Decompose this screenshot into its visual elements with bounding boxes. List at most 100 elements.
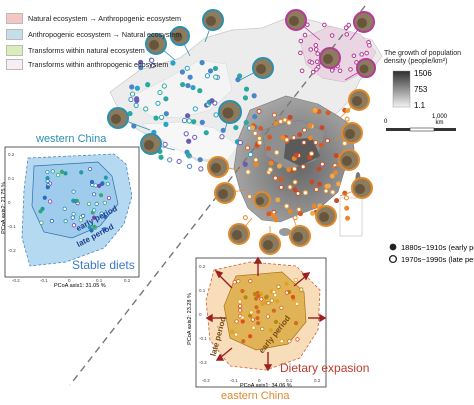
map-site-marker	[207, 68, 214, 74]
map-site-marker	[318, 142, 324, 148]
map-site-marker	[296, 207, 302, 213]
west-ytick: -0.1	[8, 224, 16, 229]
species-photo-detail	[218, 189, 228, 199]
map-site-marker	[307, 123, 313, 129]
east-pcoa-point	[265, 314, 270, 319]
east-pcoa-point	[234, 319, 239, 324]
east-pcoa-point	[249, 310, 254, 315]
east-pcoa-point	[256, 309, 261, 314]
map-site-marker	[186, 163, 193, 169]
east-ytick: 0.2	[199, 264, 206, 269]
species-photo-detail	[256, 64, 266, 74]
map-site-marker	[291, 135, 297, 141]
density-title-line1: The growth of population	[384, 50, 462, 57]
species-photo-detail	[293, 232, 303, 242]
east-pcoa-point	[250, 317, 255, 322]
east-pcoa-point	[275, 299, 280, 304]
species-photo-detail	[222, 107, 234, 119]
west-pcoa-point	[71, 223, 77, 228]
map-site-marker	[199, 60, 205, 66]
scale-unit: km	[435, 120, 444, 126]
map-site-marker	[204, 73, 211, 79]
east-pcoa-point	[279, 305, 284, 310]
legend-swatch	[6, 58, 23, 70]
map-site-marker	[162, 141, 168, 147]
west-pcoa-point	[103, 214, 108, 219]
density-colorbar	[392, 70, 411, 108]
map-site-marker	[138, 64, 144, 71]
east-pcoa-point	[284, 281, 289, 286]
map-site-marker	[292, 187, 298, 193]
west-pcoa-point	[102, 200, 107, 205]
map-site-marker	[212, 65, 219, 72]
map-site-marker	[343, 195, 349, 201]
map-site-marker	[157, 89, 163, 96]
map-site-marker	[309, 179, 315, 185]
map-site-marker	[301, 139, 307, 145]
species-photo-detail	[323, 54, 333, 64]
species-photo-detail	[173, 32, 183, 42]
west-pcoa-point	[87, 166, 93, 172]
map-site-marker	[256, 108, 262, 114]
east-pcoa-point	[232, 280, 237, 285]
map-site-marker	[278, 119, 284, 125]
west-ytick: 0.1	[8, 176, 15, 181]
map-site-marker	[351, 53, 357, 59]
map-site-marker	[134, 96, 140, 102]
map-site-marker	[287, 184, 293, 190]
map-site-marker	[183, 131, 189, 137]
map-site-marker	[286, 167, 292, 173]
east-ytick: 0.1	[199, 288, 206, 293]
west-pcoa-point	[103, 175, 108, 180]
west-pcoa-point	[94, 201, 99, 206]
east-pcoa-point	[271, 308, 276, 313]
map-site-marker	[247, 194, 253, 200]
west-pcoa-point	[72, 198, 78, 204]
east-pcoa-point	[259, 297, 264, 302]
west-pcoa-point	[81, 213, 86, 218]
map-site-marker	[273, 217, 279, 223]
map-site-marker	[155, 100, 161, 106]
east-pcoa-point	[256, 321, 261, 326]
east-xtick: 0.2	[314, 378, 321, 383]
east-pcoa-point	[254, 305, 259, 310]
map-site-marker	[268, 160, 274, 166]
east-ytick: 0	[199, 312, 202, 317]
map-site-marker	[286, 120, 292, 126]
east-pcoa-point	[256, 293, 261, 299]
map-site-marker	[149, 57, 155, 63]
west-pcoa-point	[59, 169, 65, 174]
west-ytick: 0	[8, 200, 11, 205]
map-site-marker	[199, 119, 205, 125]
east-pcoa-point	[299, 287, 304, 292]
map-site-marker	[274, 149, 280, 155]
west-pcoa-point	[70, 215, 75, 220]
map-site-marker	[325, 110, 331, 116]
legend-swatch	[6, 44, 23, 56]
map-site-marker	[323, 188, 329, 194]
map-site-marker	[276, 163, 282, 169]
map-site-marker	[213, 74, 219, 80]
map-site-marker	[129, 91, 136, 97]
species-photo-detail	[319, 212, 329, 222]
west-pcoa-point	[105, 181, 110, 187]
map-site-marker	[311, 203, 317, 209]
map-site-marker	[317, 181, 323, 187]
map-site-marker	[192, 106, 198, 112]
map-site-marker	[235, 77, 241, 83]
east-pcoa-point	[248, 279, 253, 284]
density-min: 1.1	[414, 101, 426, 110]
map-site-marker	[219, 134, 225, 140]
period-late-label: 1970s~1990s (late period)	[401, 255, 474, 264]
west-axis-y: PCoA axis2: 21.75 %	[0, 182, 7, 234]
map-site-marker	[266, 211, 272, 217]
map-site-marker	[299, 68, 305, 74]
west-pcoa-point	[91, 192, 97, 197]
map-site-marker	[143, 106, 149, 112]
east-pcoa-point	[294, 301, 300, 306]
map-site-marker	[297, 211, 303, 217]
map-site-marker	[313, 42, 319, 48]
legend-label: Anthropogenic ecosystem → Natural ecosys…	[28, 29, 182, 39]
map-site-marker	[203, 130, 209, 136]
